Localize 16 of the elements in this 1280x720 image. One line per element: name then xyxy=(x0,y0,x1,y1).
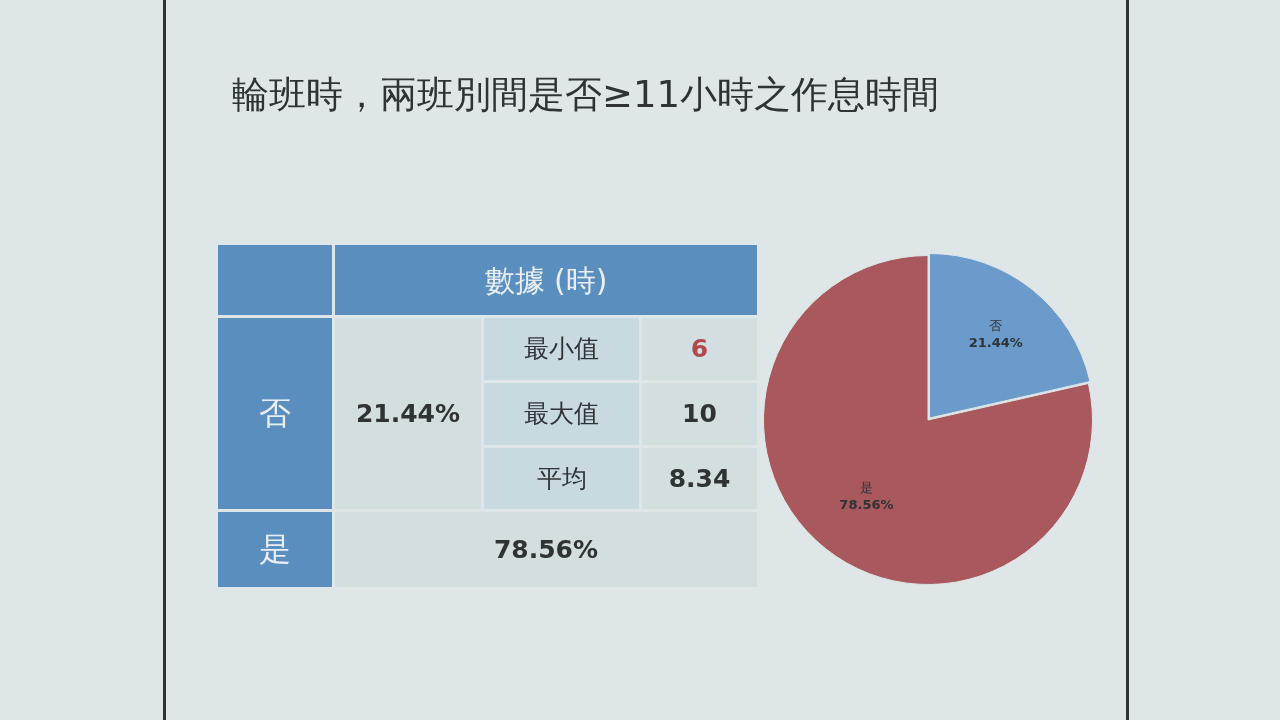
slice-label: 否 xyxy=(989,317,1003,333)
table-cell: 21.44% xyxy=(335,318,481,509)
slice-label: 是 xyxy=(859,480,873,496)
data-label: 78.56% xyxy=(839,497,894,513)
table-cell: 否 xyxy=(218,318,332,509)
table-cell: 是 xyxy=(218,512,332,587)
data-label: 21.44% xyxy=(968,334,1023,350)
table-cell: 最小值 xyxy=(484,318,639,380)
table-cell: 78.56% xyxy=(335,512,757,587)
table-cell: 數據 (時) xyxy=(335,245,757,315)
table-cell: 6 xyxy=(642,318,757,380)
table-cell: 8.34 xyxy=(642,448,757,509)
table-cell: 平均 xyxy=(484,448,639,509)
table-cell: 10 xyxy=(642,383,757,445)
text: 輪班時，兩班別間是否≥11小時之作息時間 xyxy=(232,72,940,118)
table-cell: 最大值 xyxy=(484,383,639,445)
